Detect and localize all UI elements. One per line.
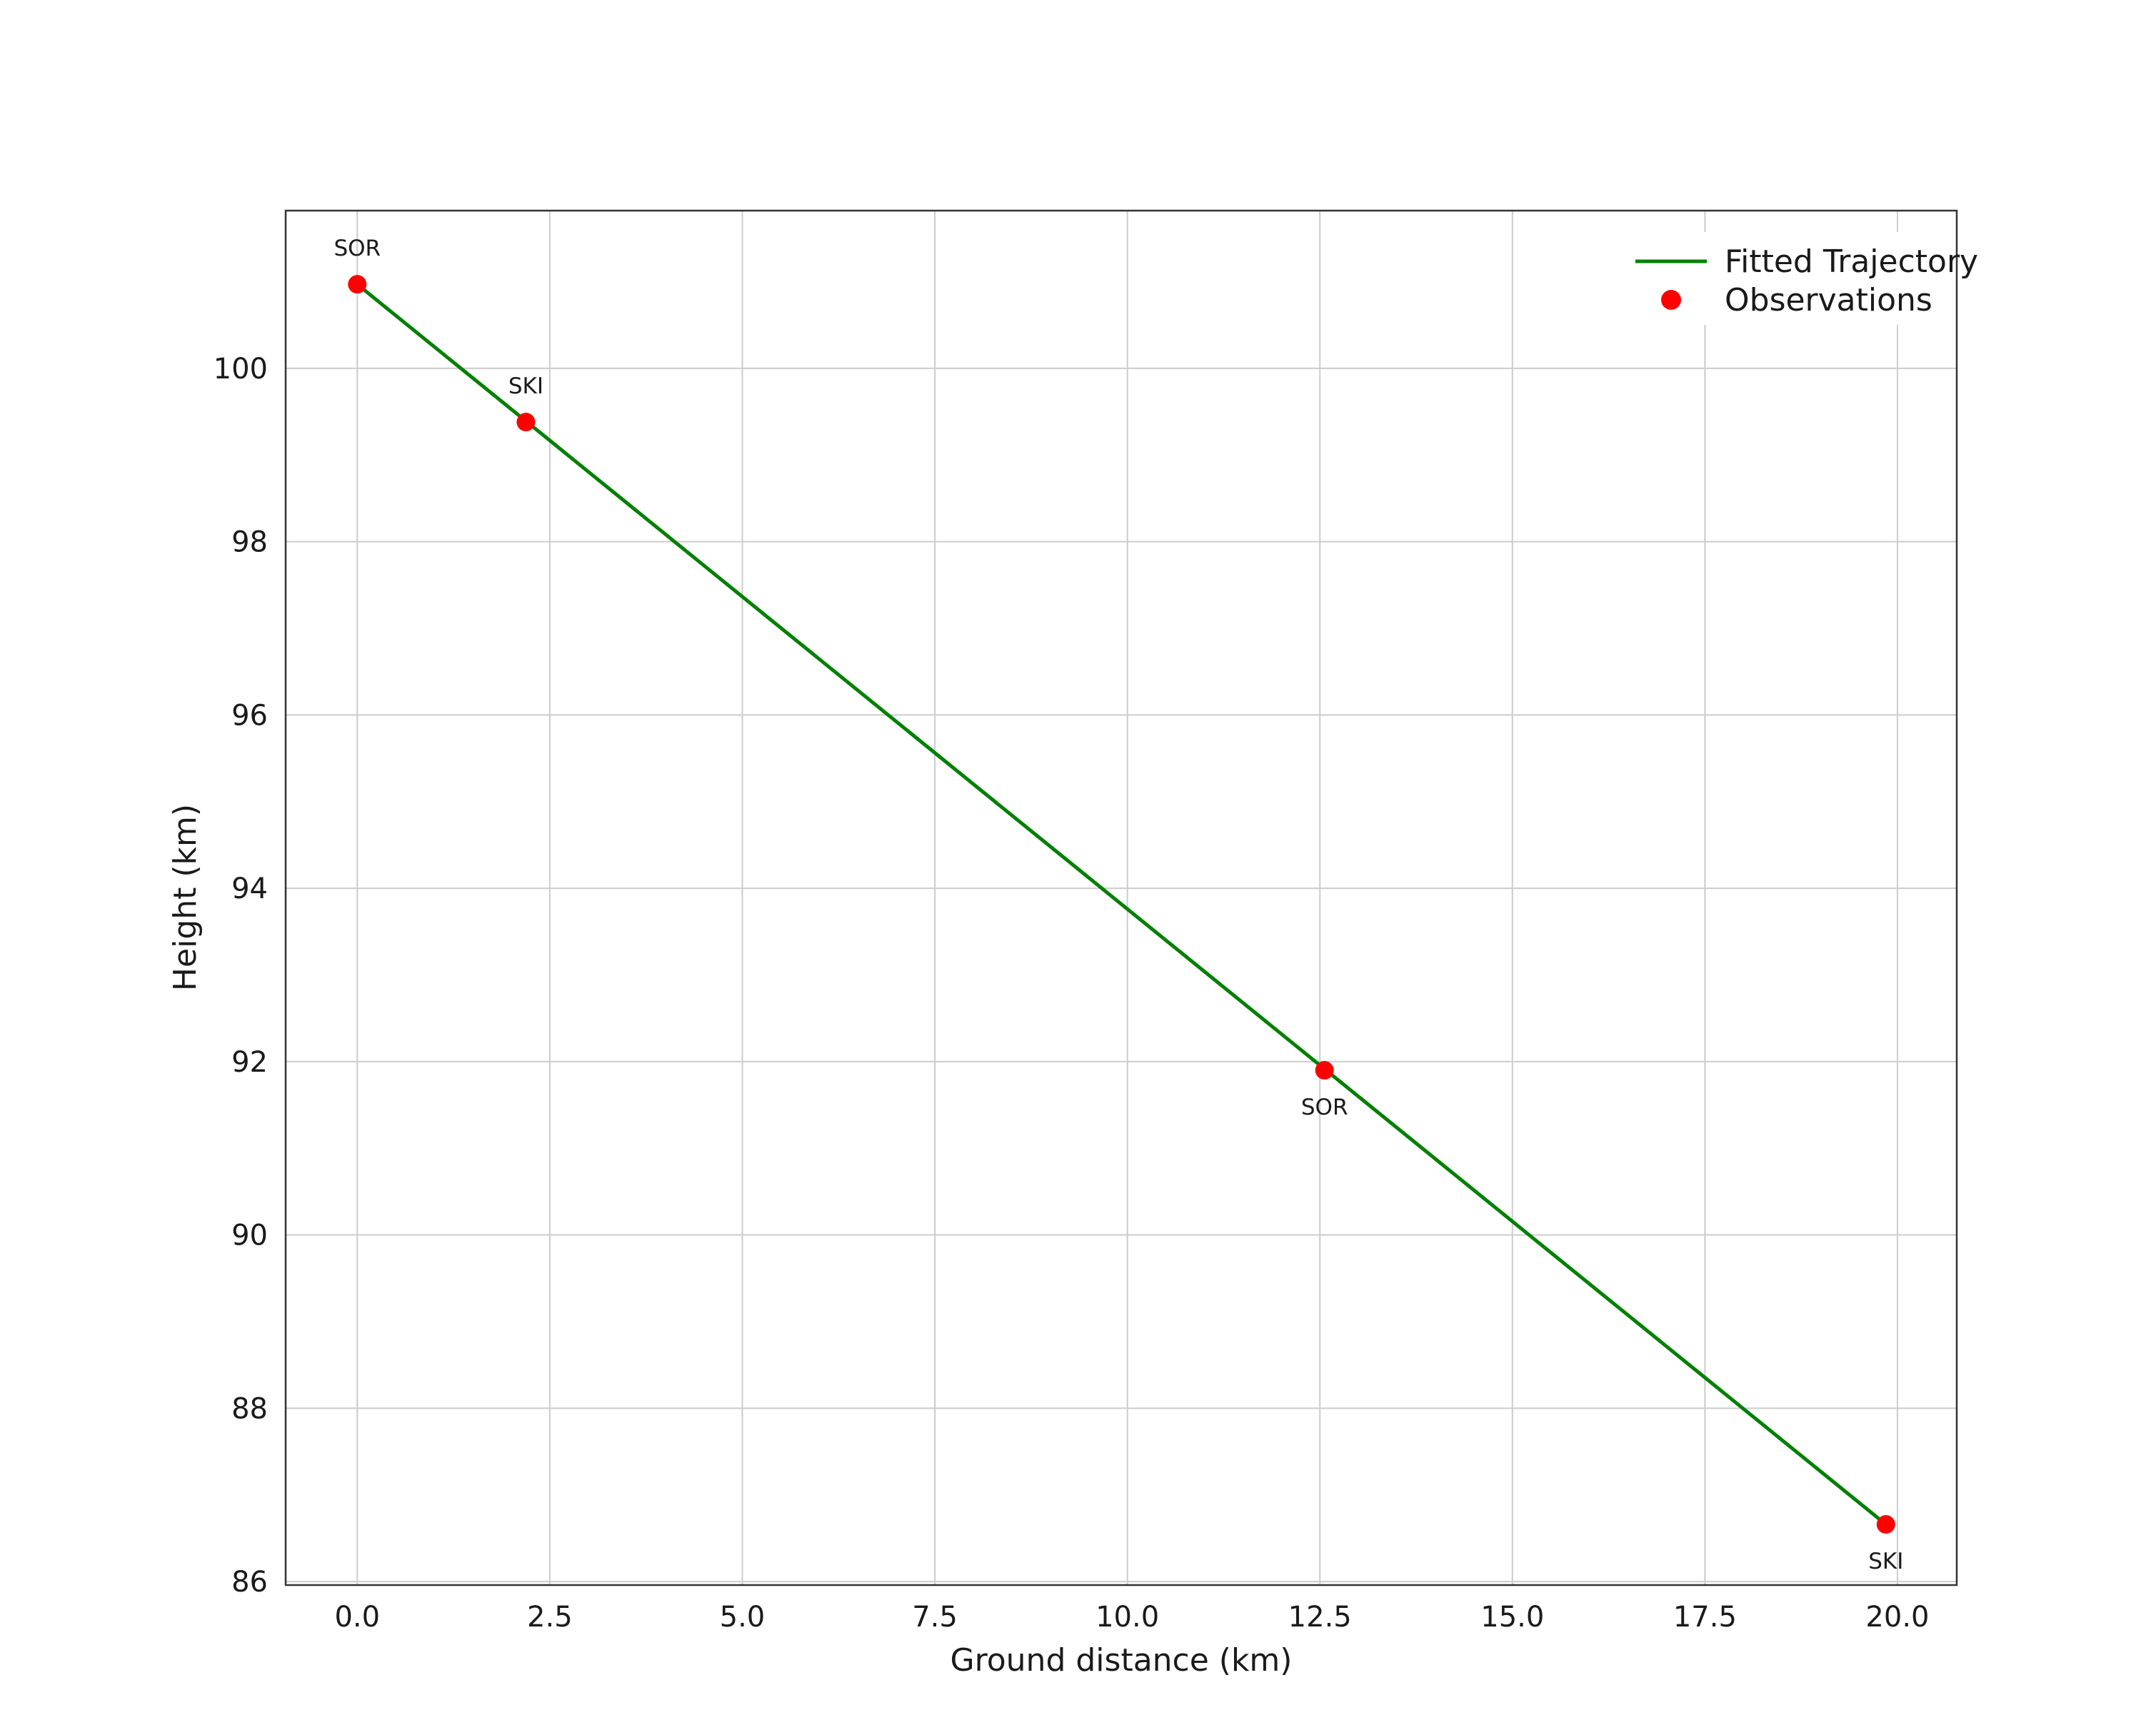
y-tick-label: 92 [231, 1046, 268, 1079]
legend-item-observations: Observations [1725, 282, 1932, 318]
y-tick-label: 94 [231, 872, 268, 905]
observation-point [516, 413, 536, 432]
observation-label: SOR [1301, 1095, 1348, 1120]
y-tick-label: 86 [231, 1566, 268, 1599]
x-axis-label: Ground distance (km) [951, 1642, 1293, 1679]
gridlines [286, 211, 1957, 1585]
y-tick-label: 90 [231, 1219, 268, 1252]
x-tick-label: 5.0 [720, 1601, 766, 1634]
x-tick-label: 2.5 [527, 1601, 573, 1634]
x-tick-label: 0.0 [334, 1601, 380, 1634]
observation-label: SKI [1868, 1549, 1903, 1574]
y-tick-label: 96 [231, 699, 268, 732]
observation-label: SKI [508, 373, 543, 399]
x-tick-label: 12.5 [1288, 1601, 1352, 1634]
observation-point [348, 275, 367, 294]
x-tick-label: 10.0 [1095, 1601, 1159, 1634]
x-tick-label: 17.5 [1673, 1601, 1737, 1634]
observation-label: SOR [334, 236, 381, 261]
legend: Fitted Trajectory Observations [1610, 232, 1978, 325]
legend-dot-sample [1661, 290, 1681, 310]
observation-point [1315, 1061, 1334, 1080]
x-tick-label: 15.0 [1480, 1601, 1544, 1634]
observation-point [1876, 1515, 1895, 1534]
legend-item-fitted-trajectory: Fitted Trajectory [1725, 243, 1978, 280]
fitted-trajectory-line [355, 282, 1888, 1527]
series-layer [348, 275, 1895, 1534]
x-tick-label: 7.5 [912, 1601, 958, 1634]
y-tick-label: 100 [214, 353, 268, 386]
y-tick-label: 88 [231, 1392, 268, 1425]
y-tick-label: 98 [231, 526, 268, 559]
legend-background [1610, 232, 1946, 325]
x-tick-label: 20.0 [1865, 1601, 1929, 1634]
plot-frame [284, 209, 1958, 1586]
tick-labels: 0.0 2.5 5.0 7.5 10.0 12.5 15.0 17.5 20.0 86 88 90 92… [214, 353, 1930, 1634]
y-axis-label: Height (km) [167, 804, 204, 991]
point-labels: SOR SKI SOR SKI [334, 236, 1903, 1574]
